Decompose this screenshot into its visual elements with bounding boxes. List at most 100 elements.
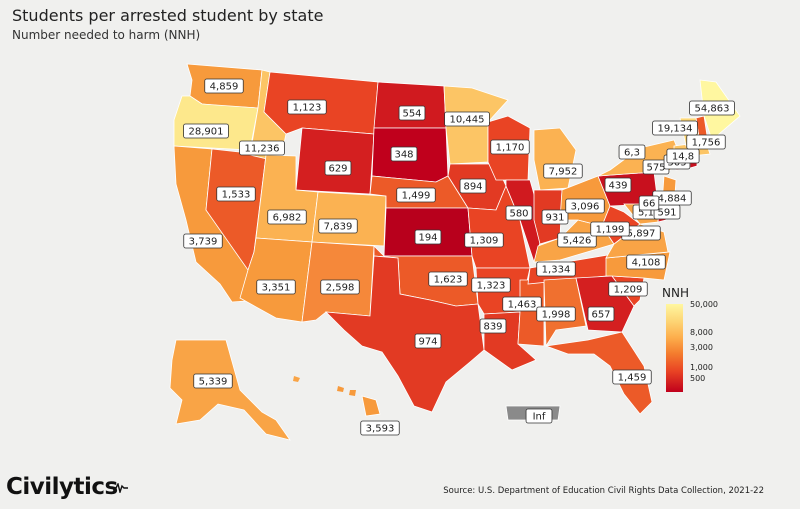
value-label-box bbox=[543, 163, 583, 179]
value-label-text: 2,598 bbox=[326, 283, 355, 294]
value-label-box bbox=[638, 195, 660, 211]
value-label-text: Inf bbox=[533, 412, 546, 423]
value-label-box bbox=[490, 139, 530, 155]
value-label-text: 4,859 bbox=[210, 82, 239, 93]
value-label-text: 14,8 bbox=[672, 152, 694, 163]
value-label-box bbox=[287, 99, 327, 115]
value-label-text: 5,339 bbox=[199, 377, 228, 388]
value-label-text: 1,170 bbox=[496, 143, 525, 154]
map-title: Students per arrested student by state bbox=[12, 6, 324, 25]
value-label-box bbox=[320, 279, 360, 295]
value-label-text: 1,323 bbox=[477, 281, 506, 292]
value-label-text: 1,334 bbox=[542, 265, 571, 276]
map-subtitle: Number needed to harm (NNH) bbox=[12, 28, 201, 42]
value-label-oklahoma: 1,623 bbox=[428, 271, 468, 287]
state-alaska-island bbox=[293, 376, 300, 382]
value-label-text: 974 bbox=[418, 337, 437, 348]
value-label-kansas: 194 bbox=[414, 229, 442, 245]
heartbeat-icon bbox=[112, 483, 128, 493]
value-label-box bbox=[324, 160, 352, 176]
value-label-box bbox=[608, 281, 648, 297]
value-label-nevada: 1,533 bbox=[216, 186, 256, 202]
value-label-minnesota: 10,445 bbox=[444, 111, 490, 127]
value-label-text: 839 bbox=[483, 322, 502, 333]
value-label-text: 1,499 bbox=[402, 191, 431, 202]
value-label-text: 931 bbox=[545, 213, 564, 224]
value-label-alabama: 1,998 bbox=[536, 306, 576, 322]
value-label-box bbox=[618, 144, 646, 160]
value-label-arkansas: 1,323 bbox=[471, 277, 511, 293]
value-label-north-carolina: 4,108 bbox=[626, 254, 666, 270]
value-label-idaho: 11,236 bbox=[239, 140, 285, 156]
state-michigan bbox=[533, 127, 577, 191]
value-label-text: 4,884 bbox=[658, 194, 687, 205]
value-label-box bbox=[505, 205, 533, 221]
value-label-text: 1,459 bbox=[618, 373, 647, 384]
value-label-text: 3,739 bbox=[189, 237, 218, 248]
value-label-vermont: 19,134 bbox=[652, 120, 698, 136]
value-label-box bbox=[686, 134, 726, 150]
legend-color-bar bbox=[666, 304, 683, 392]
value-label-box bbox=[267, 209, 307, 225]
value-label-colorado: 7,839 bbox=[318, 218, 358, 234]
value-label-box bbox=[652, 120, 698, 136]
value-label-box bbox=[536, 306, 576, 322]
value-label-massachusetts: 14,8 bbox=[666, 148, 700, 164]
value-label-text: 3,593 bbox=[366, 424, 395, 435]
value-label-california: 3,739 bbox=[183, 233, 223, 249]
state-alaska bbox=[169, 339, 291, 441]
value-label-text: 554 bbox=[402, 109, 421, 120]
value-label-text: 5,1 bbox=[638, 208, 654, 219]
value-label-text: 19,134 bbox=[658, 124, 693, 135]
value-label-box bbox=[464, 232, 504, 248]
value-label-district-of-columbia: 66 bbox=[638, 195, 660, 211]
value-label-text: 1,209 bbox=[614, 285, 643, 296]
value-label-wyoming: 629 bbox=[324, 160, 352, 176]
value-label-washington: 4,859 bbox=[204, 78, 244, 94]
value-label-box bbox=[612, 369, 652, 385]
value-label-box bbox=[360, 420, 400, 436]
value-label-pennsylvania: 439 bbox=[604, 177, 632, 193]
value-label-hawaii: 3,593 bbox=[360, 420, 400, 436]
value-label-box bbox=[256, 279, 296, 295]
value-label-utah: 6,982 bbox=[267, 209, 307, 225]
value-label-louisiana: 839 bbox=[479, 318, 507, 334]
value-label-text: 1,756 bbox=[692, 138, 721, 149]
value-label-box bbox=[557, 232, 597, 248]
value-label-text: 66 bbox=[643, 199, 656, 210]
source-note: Source: U.S. Department of Education Civ… bbox=[443, 486, 764, 496]
value-label-box bbox=[471, 277, 511, 293]
state-north-dakota bbox=[373, 81, 447, 129]
value-label-text: 28,901 bbox=[189, 127, 224, 138]
value-label-box bbox=[459, 178, 487, 194]
value-label-box bbox=[398, 105, 426, 121]
value-label-west-virginia: 1,199 bbox=[590, 221, 630, 237]
value-label-mississippi: 1,463 bbox=[502, 296, 542, 312]
value-label-text: 11,236 bbox=[245, 144, 280, 155]
value-label-box bbox=[216, 186, 256, 202]
value-label-alaska: 5,339 bbox=[193, 373, 233, 389]
value-label-puerto-rico: Inf bbox=[525, 408, 553, 424]
value-label-text: 3,351 bbox=[262, 283, 291, 294]
value-label-text: 5,426 bbox=[563, 236, 592, 247]
value-label-georgia: 657 bbox=[587, 306, 615, 322]
value-label-new-york: 6,3 bbox=[618, 144, 646, 160]
value-label-text: 1,199 bbox=[596, 225, 625, 236]
value-label-illinois: 580 bbox=[505, 205, 533, 221]
state-florida bbox=[545, 331, 653, 415]
value-label-box bbox=[689, 100, 735, 116]
value-label-text: 54,863 bbox=[695, 104, 730, 115]
legend-tick: 3,000 bbox=[690, 343, 713, 352]
value-label-text: 194 bbox=[418, 233, 437, 244]
value-label-text: 1,533 bbox=[222, 190, 251, 201]
value-label-text: 5,897 bbox=[627, 229, 656, 240]
value-label-box bbox=[525, 408, 553, 424]
value-label-text: 7,839 bbox=[324, 222, 353, 233]
value-label-tennessee: 1,334 bbox=[536, 261, 576, 277]
value-label-box bbox=[318, 218, 358, 234]
value-label-box bbox=[183, 233, 223, 249]
state-missouri bbox=[467, 184, 531, 269]
value-label-text: 629 bbox=[328, 164, 347, 175]
value-label-box bbox=[590, 221, 630, 237]
